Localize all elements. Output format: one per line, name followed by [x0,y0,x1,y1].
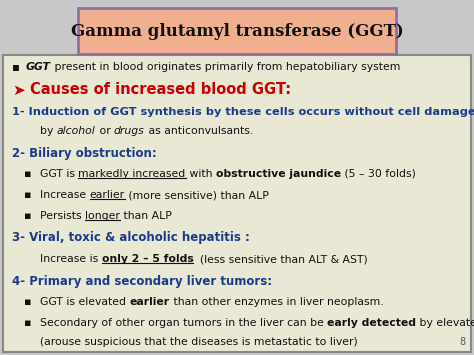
Text: 2- Biliary obstruction:: 2- Biliary obstruction: [12,147,157,159]
Text: GGT is elevated: GGT is elevated [40,297,129,307]
Text: by elevated GGT.: by elevated GGT. [416,318,474,328]
Text: (5 – 30 folds): (5 – 30 folds) [341,169,416,179]
Text: ➤: ➤ [12,82,25,98]
Text: ▪: ▪ [24,190,31,200]
Text: Gamma glutamyl transferase (GGT): Gamma glutamyl transferase (GGT) [71,22,403,39]
Text: Increase is: Increase is [40,254,102,264]
Text: present in blood originates primarily from hepatobiliary system: present in blood originates primarily fr… [51,62,400,72]
Text: 3- Viral, toxic & alcoholic hepatitis :: 3- Viral, toxic & alcoholic hepatitis : [12,231,250,245]
Text: early detected: early detected [328,318,416,328]
Text: than other enzymes in liver neoplasm.: than other enzymes in liver neoplasm. [170,297,383,307]
Text: (arouse suspicious that the diseases is metastatic to liver): (arouse suspicious that the diseases is … [40,337,358,347]
Text: Causes of increased blood GGT:: Causes of increased blood GGT: [30,82,291,98]
Text: GGT is: GGT is [40,169,79,179]
Text: ▪: ▪ [12,60,20,73]
Text: as anticonvulsants.: as anticonvulsants. [145,126,253,136]
Text: (more sensitive) than ALP: (more sensitive) than ALP [125,190,269,200]
Text: 8: 8 [460,337,466,347]
Text: longer: longer [85,211,120,221]
Text: GGT: GGT [26,62,51,72]
Text: obstructive jaundice: obstructive jaundice [216,169,341,179]
Text: earlier: earlier [90,190,125,200]
Text: markedly increased: markedly increased [79,169,186,179]
Text: by: by [40,126,57,136]
Text: drugs: drugs [114,126,145,136]
Text: ▪: ▪ [24,297,31,307]
Text: ▪: ▪ [24,318,31,328]
Text: only 2 – 5 folds: only 2 – 5 folds [102,254,193,264]
Text: Increase: Increase [40,190,90,200]
Text: than ALP: than ALP [120,211,172,221]
Text: alcohol: alcohol [57,126,96,136]
Text: 4- Primary and secondary liver tumors:: 4- Primary and secondary liver tumors: [12,274,272,288]
Text: with: with [186,169,216,179]
Text: (less sensitive than ALT & AST): (less sensitive than ALT & AST) [193,254,368,264]
Text: earlier: earlier [129,297,170,307]
Text: 1- Induction of GGT synthesis by these cells occurs without cell damage: 1- Induction of GGT synthesis by these c… [12,107,474,117]
FancyBboxPatch shape [3,55,471,352]
Text: or: or [96,126,114,136]
Text: ▪: ▪ [24,169,31,179]
Text: Persists: Persists [40,211,85,221]
Text: ▪: ▪ [24,211,31,221]
FancyBboxPatch shape [78,8,396,54]
Text: Secondary of other organ tumors in the liver can be: Secondary of other organ tumors in the l… [40,318,328,328]
